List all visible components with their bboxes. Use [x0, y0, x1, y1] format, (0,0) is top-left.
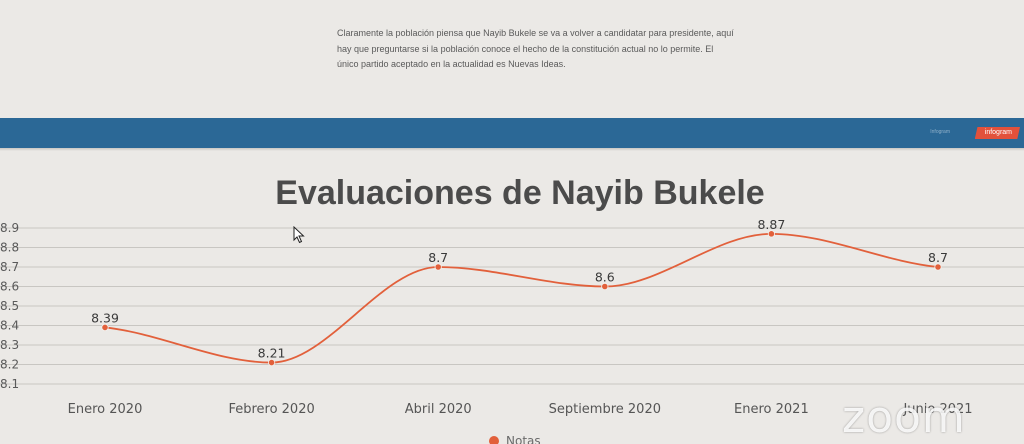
x-tick-label: Enero 2020 [68, 402, 143, 417]
data-label: 8.21 [258, 346, 286, 361]
brand-text: Infogram [930, 129, 950, 135]
legend-label: Notas [506, 434, 541, 444]
y-tick-label: 8.7 [0, 260, 19, 274]
y-tick-label: 8.5 [0, 299, 19, 313]
x-tick-label: Abril 2020 [405, 402, 472, 417]
data-labels-layer: 8.39 8.21 8.7 8.6 8.87 8.7 [91, 217, 948, 361]
x-tick-label: Junio 2021 [902, 402, 972, 417]
band-shadow [0, 148, 1024, 151]
data-label: 8.87 [757, 217, 785, 232]
y-tick-label: 8.4 [0, 319, 19, 333]
data-point[interactable] [101, 323, 109, 332]
y-tick-label: 8.2 [0, 358, 19, 372]
data-label: 8.7 [928, 250, 948, 265]
legend: Notas [489, 434, 541, 444]
zoom-watermark: zoom [842, 392, 966, 443]
data-point[interactable] [601, 282, 609, 291]
infogram-badge[interactable]: infogram [974, 127, 1020, 139]
data-label: 8.6 [595, 270, 615, 285]
y-tick-label: 8.3 [0, 338, 19, 352]
grid-layer [0, 227, 1024, 385]
chart-title: Evaluaciones de Nayib Bukele [275, 174, 764, 212]
y-tick-label: 8.8 [0, 241, 19, 255]
data-point[interactable] [934, 263, 942, 271]
data-point[interactable] [767, 230, 776, 238]
y-tick-label: 8.1 [0, 377, 19, 391]
x-tick-label: Enero 2021 [734, 402, 809, 417]
points-layer [101, 230, 942, 367]
x-tick-label: Febrero 2020 [228, 402, 314, 417]
data-label: 8.39 [91, 310, 119, 325]
header-band [0, 118, 1024, 148]
intro-paragraph: Claramente la población piensa que Nayib… [337, 28, 734, 69]
x-tick-label: Septiembre 2020 [549, 402, 661, 417]
y-axis-ticks: 8.1 8.2 8.3 8.4 8.5 8.6 8.7 8.8 8.9 [0, 221, 19, 391]
mouse-cursor-icon [293, 226, 305, 244]
data-label: 8.7 [428, 250, 448, 265]
y-tick-label: 8.9 [0, 221, 19, 235]
series-line-notas [104, 232, 939, 364]
data-point[interactable] [267, 358, 276, 367]
y-tick-label: 8.6 [0, 280, 19, 294]
data-point[interactable] [434, 263, 442, 271]
series-layer [104, 232, 939, 364]
legend-marker [489, 436, 499, 444]
x-axis-ticks: Enero 2020 Febrero 2020 Abril 2020 Septiemb… [68, 402, 973, 417]
